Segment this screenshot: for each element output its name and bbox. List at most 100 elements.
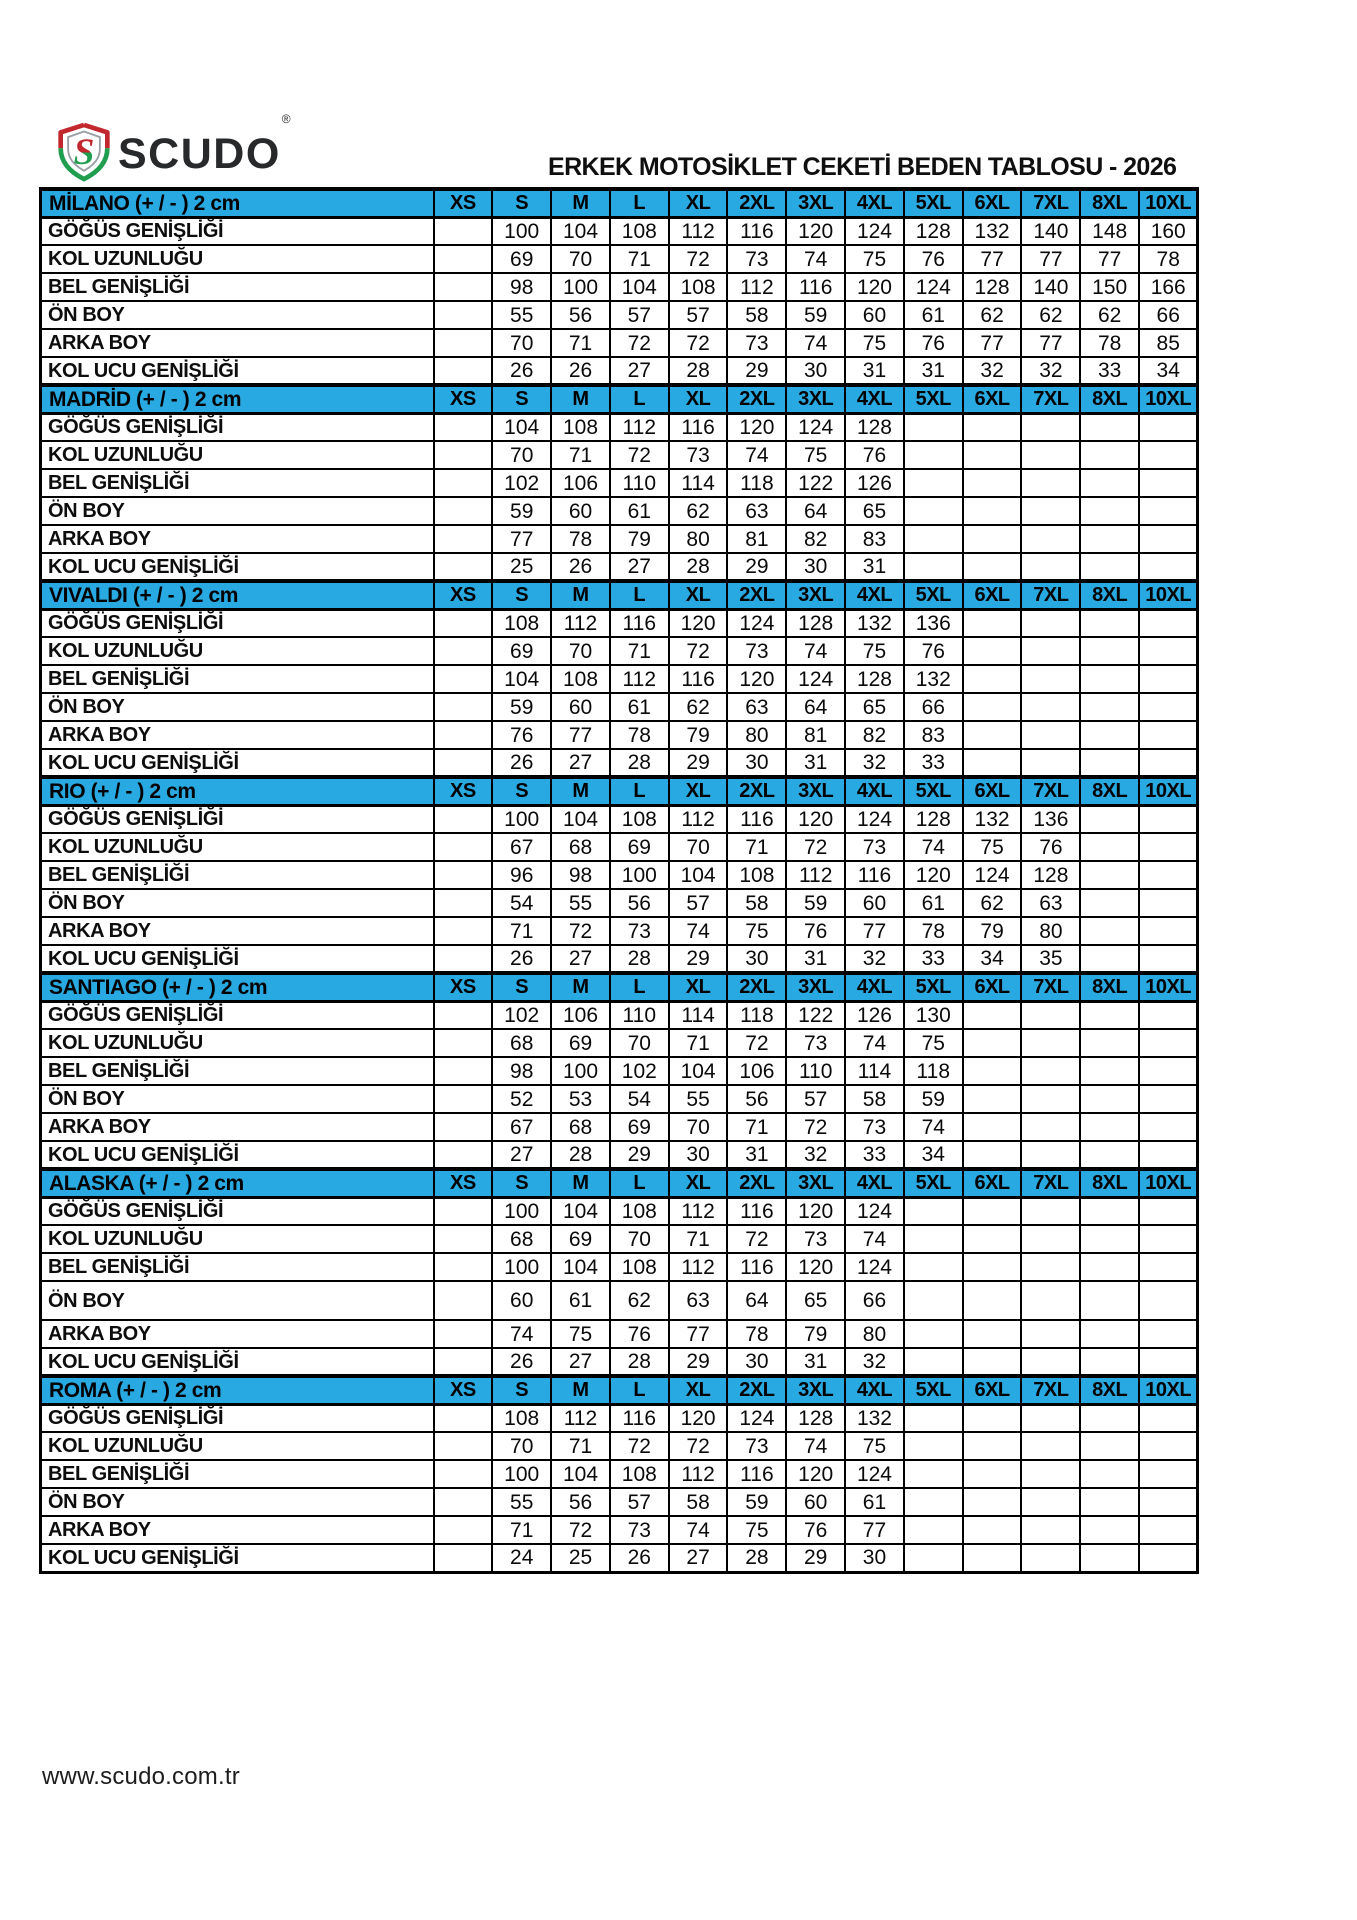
measurement-value-cell	[961, 636, 1023, 666]
measurement-value-cell	[432, 1347, 494, 1377]
measurement-label: ARKA BOY	[39, 916, 435, 946]
size-column-header: 10XL	[1138, 187, 1199, 219]
measurement-value-cell: 62	[1079, 300, 1141, 330]
measurement-value-cell	[961, 468, 1023, 498]
measurement-value-cell: 70	[550, 636, 611, 666]
measurement-value-cell: 128	[961, 272, 1023, 302]
measurement-value-cell	[432, 1140, 494, 1170]
measurement-value-cell: 59	[785, 888, 847, 918]
measurement-value-cell	[1079, 1280, 1141, 1321]
measurement-label: GÖĞÜS GENİŞLİĞİ	[39, 1196, 435, 1226]
measurement-value-cell: 77	[1079, 244, 1141, 274]
measurement-value-cell: 28	[667, 552, 729, 582]
measurement-value-cell: 66	[902, 692, 964, 722]
measurement-value-cell: 132	[844, 1403, 905, 1433]
measurement-value-cell: 120	[785, 216, 847, 246]
measurement-value-cell	[1079, 1515, 1141, 1545]
measurement-value-cell	[1079, 552, 1141, 582]
measurement-value-cell: 62	[961, 888, 1023, 918]
page-title: ERKEK MOTOSİKLET CEKETİ BEDEN TABLOSU - …	[548, 153, 1177, 181]
measurement-value-cell	[432, 1112, 494, 1142]
measurement-row: ARKA BOY 71 72 73 74 75 76 77	[39, 1515, 1199, 1545]
size-column-header: XS	[432, 579, 494, 611]
measurement-value-cell	[902, 1252, 964, 1282]
measurement-label: GÖĞÜS GENİŞLİĞİ	[39, 1000, 435, 1030]
measurement-value-cell	[1079, 1028, 1141, 1058]
measurement-value-cell: 64	[785, 496, 847, 526]
measurement-value-cell	[1079, 412, 1141, 442]
measurement-value-cell	[1079, 1319, 1141, 1349]
measurement-value-cell: 59	[491, 692, 553, 722]
measurement-value-cell: 54	[491, 888, 553, 918]
measurement-value-cell: 112	[550, 1403, 611, 1433]
measurement-value-cell: 116	[726, 1252, 788, 1282]
measurement-value-cell: 100	[491, 804, 553, 834]
measurement-value-cell: 128	[844, 664, 905, 694]
size-column-header: 7XL	[1020, 1374, 1082, 1406]
size-column-header: 2XL	[726, 971, 788, 1003]
measurement-value-cell	[1138, 440, 1199, 470]
measurement-value-cell: 140	[1020, 216, 1082, 246]
size-column-header: L	[608, 775, 670, 807]
measurement-label: KOL UCU GENİŞLİĞİ	[39, 1543, 435, 1573]
measurement-value-cell: 79	[961, 916, 1023, 946]
measurement-value-cell: 63	[726, 496, 788, 526]
size-column-header: 3XL	[785, 971, 847, 1003]
measurement-value-cell: 74	[902, 1112, 964, 1142]
measurement-row: KOL UZUNLUĞU 70 71 72 72 73 74 75	[39, 1431, 1199, 1461]
measurement-value-cell	[432, 888, 494, 918]
measurement-value-cell	[961, 1140, 1023, 1170]
measurement-value-cell	[961, 1000, 1023, 1030]
measurement-value-cell: 28	[608, 748, 670, 778]
size-column-header: 4XL	[844, 775, 905, 807]
size-column-header: L	[608, 1167, 670, 1199]
size-column-header: S	[491, 383, 553, 415]
measurement-row: ÖN BOY 59 60 61 62 63 64 65	[39, 496, 1199, 526]
measurement-value-cell	[1020, 1403, 1082, 1433]
measurement-value-cell	[902, 1319, 964, 1349]
measurement-value-cell: 71	[726, 832, 788, 862]
size-column-header: 6XL	[961, 187, 1023, 219]
model-header-row: ROMA (+ / - ) 2 cm XS S M L XL 2XL 3XL 4XL 5XL 6XL…	[39, 1374, 1199, 1406]
measurement-label: ÖN BOY	[39, 1280, 435, 1321]
measurement-value-cell: 57	[608, 300, 670, 330]
measurement-value-cell: 104	[550, 216, 611, 246]
measurement-label: KOL UCU GENİŞLİĞİ	[39, 748, 435, 778]
measurement-value-cell: 116	[608, 1403, 670, 1433]
size-column-header: XS	[432, 775, 494, 807]
measurement-value-cell: 74	[785, 244, 847, 274]
measurement-value-cell: 69	[608, 1112, 670, 1142]
measurement-value-cell: 61	[608, 692, 670, 722]
measurement-value-cell	[1079, 832, 1141, 862]
measurement-value-cell: 108	[550, 412, 611, 442]
measurement-value-cell	[961, 748, 1023, 778]
size-column-header: 6XL	[961, 775, 1023, 807]
measurement-row: GÖĞÜS GENİŞLİĞİ 108 112 116 120 124 128 132	[39, 1403, 1199, 1433]
size-column-header: 2XL	[726, 187, 788, 219]
measurement-value-cell: 77	[844, 1515, 905, 1545]
measurement-value-cell	[1020, 1196, 1082, 1226]
measurement-value-cell: 33	[902, 944, 964, 974]
size-column-header: L	[608, 383, 670, 415]
measurement-value-cell: 67	[491, 1112, 553, 1142]
model-header-row: ALASKA (+ / - ) 2 cm XS S M L XL 2XL 3XL 4XL 5XL 6…	[39, 1167, 1199, 1199]
measurement-row: BEL GENİŞLİĞİ 104 108 112 116 120 124 128 132	[39, 664, 1199, 694]
measurement-value-cell	[1138, 1056, 1199, 1086]
size-column-header: 3XL	[785, 1167, 847, 1199]
measurement-value-cell	[961, 720, 1023, 750]
measurement-value-cell	[432, 1431, 494, 1461]
size-column-header: XL	[667, 187, 729, 219]
measurement-value-cell: 63	[726, 692, 788, 722]
measurement-value-cell: 104	[667, 860, 729, 890]
measurement-row: BEL GENİŞLİĞİ 98 100 102 104 106 110 114 118	[39, 1056, 1199, 1086]
measurement-value-cell: 136	[902, 608, 964, 638]
measurement-value-cell: 128	[844, 412, 905, 442]
measurement-label: KOL UCU GENİŞLİĞİ	[39, 356, 435, 386]
measurement-value-cell	[432, 524, 494, 554]
measurement-value-cell: 30	[726, 1347, 788, 1377]
measurement-value-cell: 80	[844, 1319, 905, 1349]
measurement-row: BEL GENİŞLİĞİ 100 104 108 112 116 120 124	[39, 1459, 1199, 1489]
size-column-header: 4XL	[844, 971, 905, 1003]
measurement-value-cell: 26	[491, 1347, 553, 1377]
measurement-value-cell: 96	[491, 860, 553, 890]
